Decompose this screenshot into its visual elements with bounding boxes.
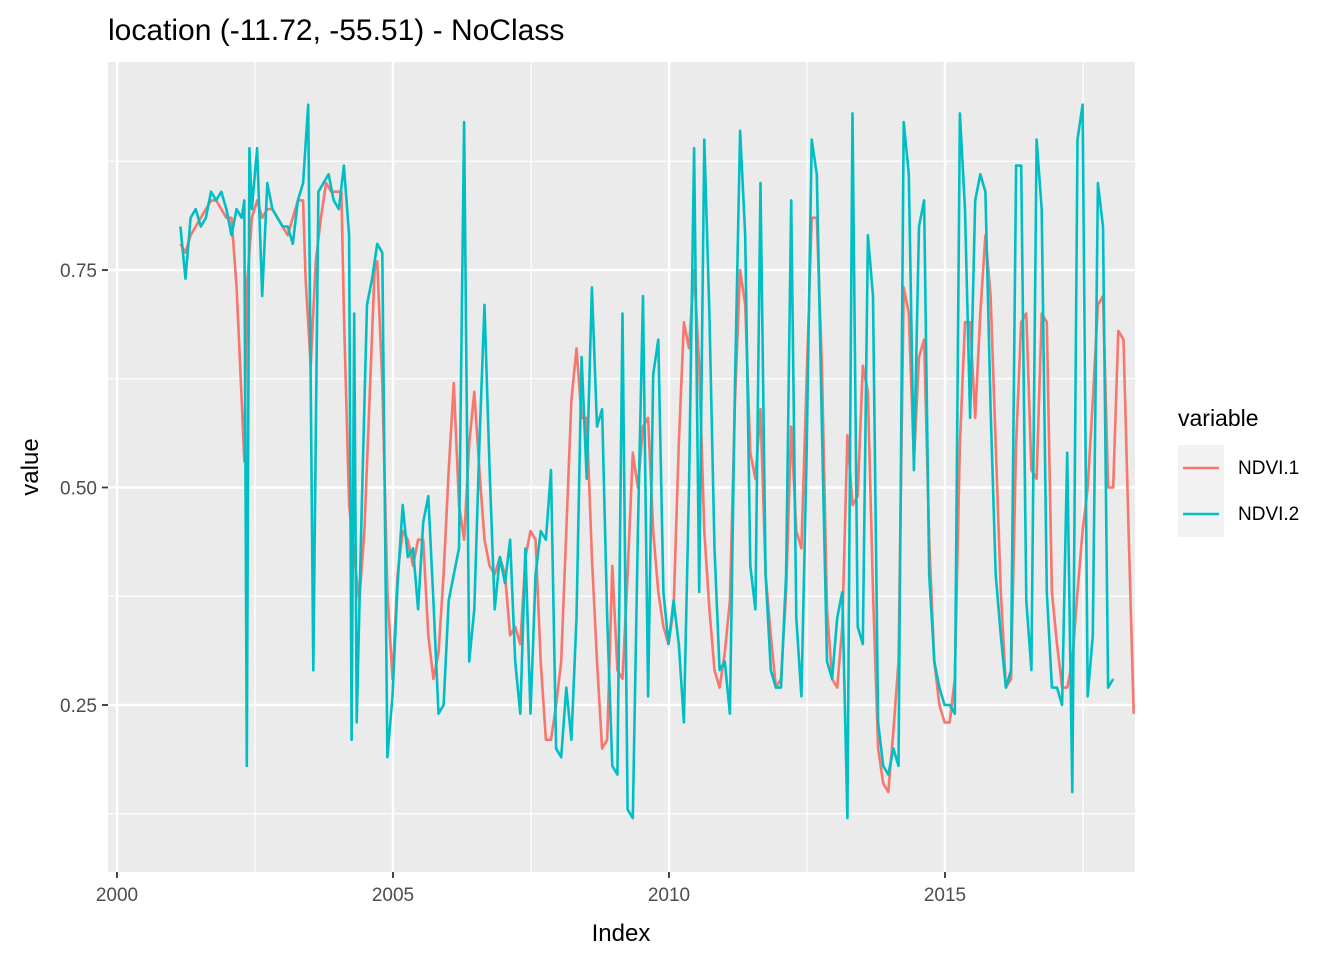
y-tick-label: 0.75 [60, 261, 97, 282]
series-layer [179, 103, 1135, 820]
legend: variable NDVI.1 NDVI.2 [1178, 405, 1299, 537]
x-tick-label: 2010 [648, 885, 690, 906]
chart-title: location (-11.72, -55.51) - NoClass [108, 14, 564, 47]
x-axis-label: Index [592, 920, 651, 947]
legend-label-ndvi1: NDVI.1 [1238, 458, 1299, 479]
y-tick-label: 0.50 [60, 479, 97, 500]
series-line-ndvi2 [179, 103, 1115, 820]
y-tick-label: 0.25 [60, 696, 97, 717]
x-axis: 2000 2005 2010 2015 [96, 872, 966, 906]
legend-label-ndvi2: NDVI.2 [1238, 504, 1299, 525]
legend-title: variable [1178, 405, 1259, 431]
x-tick-label: 2005 [372, 885, 414, 906]
y-axis: 0.25 0.50 0.75 [60, 261, 108, 717]
x-tick-label: 2015 [924, 885, 966, 906]
y-axis-label: value [17, 438, 44, 495]
x-tick-label: 2000 [96, 885, 138, 906]
